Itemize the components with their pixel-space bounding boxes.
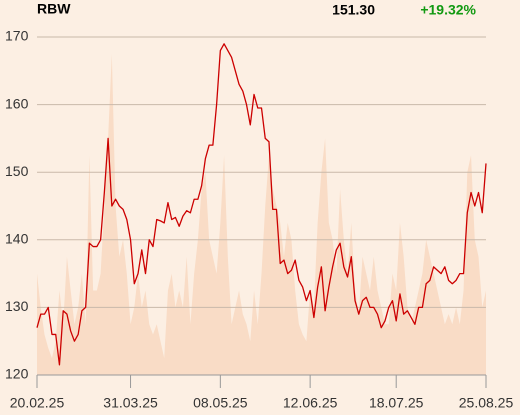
y-tick-label: 140 [5,231,29,247]
price-change: +19.32% [420,2,476,18]
x-tick-label: 31.03.25 [103,395,158,411]
y-tick-label: 160 [5,95,29,111]
x-tick-label: 25.08.25 [459,395,514,411]
volume-area [37,53,486,376]
y-tick-label: 150 [5,163,29,179]
ticker: RBW [37,1,71,17]
x-tick-label: 20.02.25 [10,395,65,411]
y-tick-label: 130 [5,298,29,314]
y-tick-label: 170 [5,28,29,44]
price-line [36,43,487,366]
x-tick-label: 18.07.25 [369,395,424,411]
last-price: 151.30 [332,2,375,18]
x-tick-label: 12.06.25 [283,395,338,411]
y-tick-label: 120 [5,366,29,382]
x-tick-label: 08.05.25 [193,395,248,411]
